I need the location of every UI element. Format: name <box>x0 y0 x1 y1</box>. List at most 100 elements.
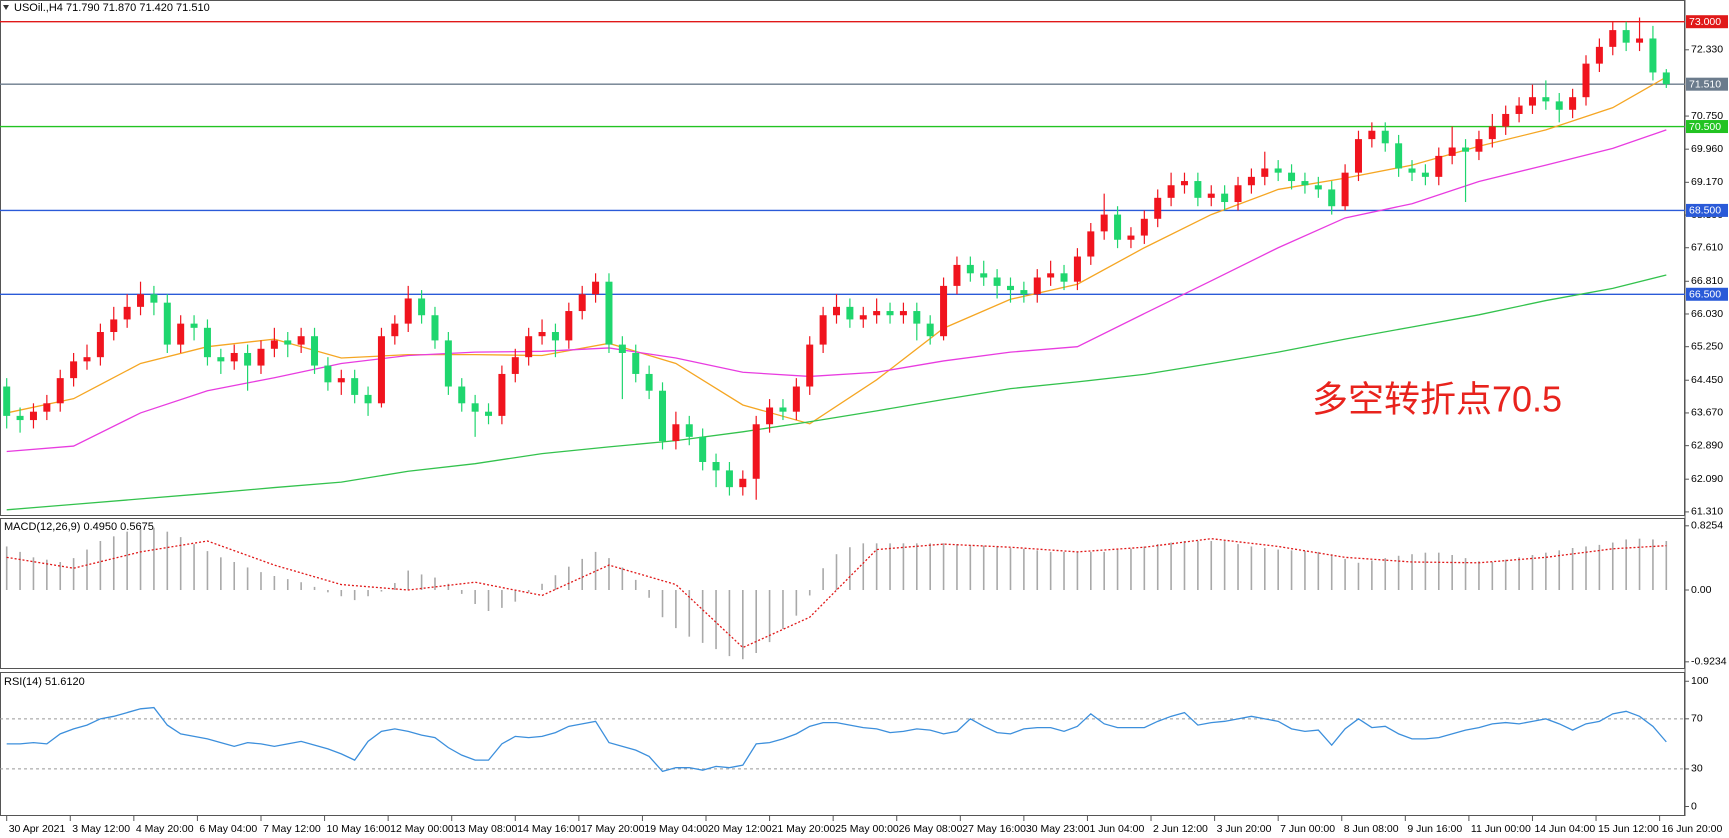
moving-average <box>6 274 1667 511</box>
candle-body <box>1609 30 1617 47</box>
y-tick-label: 61.310 <box>1691 506 1723 518</box>
candle-body <box>1354 139 1362 173</box>
candle-body <box>1033 277 1041 295</box>
candle-body <box>351 378 359 395</box>
candle-body <box>1381 130 1389 144</box>
candle-body <box>337 378 345 383</box>
candle-body <box>1582 63 1590 98</box>
x-tick-label: 1 Jun 04:00 <box>1089 823 1144 835</box>
candle-body <box>16 415 24 421</box>
candle-body <box>792 386 800 412</box>
candle-body <box>578 294 586 312</box>
candle-body <box>29 411 37 421</box>
candle-body <box>498 373 506 416</box>
candle-body <box>1261 168 1269 177</box>
candle-body <box>364 394 372 404</box>
candle-body <box>1087 231 1095 257</box>
candle-body <box>1154 197 1162 219</box>
candle-body <box>940 285 948 337</box>
x-tick-label: 17 May 20:00 <box>581 823 645 835</box>
x-tick-label: 30 Apr 2021 <box>9 823 66 835</box>
candle-body <box>444 340 452 387</box>
candle-body <box>404 298 412 324</box>
candle-body <box>163 302 171 345</box>
candle-body <box>83 357 91 362</box>
candle-body <box>137 294 145 307</box>
candle-body <box>819 315 827 345</box>
candle-body <box>1475 139 1483 152</box>
candle-body <box>1274 168 1282 173</box>
candle-body <box>712 462 720 471</box>
candle-body <box>846 306 854 320</box>
candle-body <box>833 306 840 316</box>
level-label: 66.500 <box>1689 289 1721 301</box>
y-tick-label: 64.450 <box>1691 374 1723 386</box>
candle-body <box>685 424 693 437</box>
y-tick-label: 69.960 <box>1691 143 1723 155</box>
annotation: 多空转折点70.5 <box>1312 379 1562 420</box>
candle-body <box>779 407 787 412</box>
candle-body <box>980 273 988 278</box>
candle-body <box>485 411 493 416</box>
x-tick-label: 2 Jun 12:00 <box>1153 823 1208 835</box>
candle-body <box>739 478 747 488</box>
candle-body <box>525 336 533 358</box>
x-tick-label: 21 May 20:00 <box>772 823 836 835</box>
level-label-box <box>1686 77 1728 91</box>
y-tick-label: 30 <box>1691 763 1703 775</box>
candle-body <box>1006 285 1014 291</box>
candle-body <box>418 298 426 316</box>
x-tick-label: 4 May 20:00 <box>136 823 194 835</box>
y-tick-label: 62.090 <box>1691 473 1723 485</box>
candle-body <box>284 340 292 345</box>
candle-body <box>1140 218 1148 236</box>
chart-header: USOil.,H4 71.790 71.870 71.420 71.510 <box>14 2 210 14</box>
candle-body <box>1167 185 1175 198</box>
candle-body <box>244 352 252 366</box>
x-tick-label: 14 Jun 04:00 <box>1534 823 1595 835</box>
candle-body <box>311 336 319 366</box>
level-label-box <box>1686 120 1728 134</box>
x-tick-label: 26 May 08:00 <box>899 823 963 835</box>
x-tick-label: 10 May 16:00 <box>327 823 391 835</box>
candle-body <box>659 390 667 442</box>
candle-body <box>1462 147 1470 152</box>
x-tick-label: 16 Jun 20:00 <box>1662 823 1723 835</box>
y-tick-label: 67.610 <box>1691 242 1723 254</box>
x-tick-label: 30 May 23:00 <box>1026 823 1090 835</box>
moving-average <box>6 76 1667 425</box>
candle-body <box>1060 273 1068 282</box>
candle-body <box>725 470 733 488</box>
candle-body <box>752 424 760 479</box>
candle-body <box>1234 185 1242 203</box>
candle-body <box>873 311 881 316</box>
candle-body <box>1622 30 1630 43</box>
candle-body <box>1408 168 1416 173</box>
macd-signal <box>6 538 1667 649</box>
candle-body <box>1288 172 1296 182</box>
candle-body <box>1100 214 1108 232</box>
candle-body <box>177 323 185 345</box>
candle-body <box>551 332 559 341</box>
candle-body <box>123 306 131 320</box>
candle-body <box>1221 193 1229 203</box>
rsi-panel-frame <box>0 672 1685 816</box>
y-tick-label: 63.670 <box>1691 407 1723 419</box>
candle-body <box>1448 147 1456 156</box>
x-tick-label: 25 May 00:00 <box>835 823 899 835</box>
y-tick-label: 69.170 <box>1691 176 1723 188</box>
candle-body <box>699 436 707 463</box>
candle-body <box>70 361 78 379</box>
candle-body <box>270 340 278 349</box>
y-tick-label: 0.8254 <box>1691 520 1723 532</box>
candle-body <box>1395 143 1403 169</box>
candle-body <box>966 264 974 274</box>
y-tick-label: 62.890 <box>1691 439 1723 451</box>
candle-body <box>1194 181 1202 198</box>
x-tick-label: 14 May 16:00 <box>517 823 581 835</box>
x-tick-label: 12 May 00:00 <box>390 823 454 835</box>
candle-body <box>324 365 332 383</box>
candle-body <box>926 323 934 337</box>
candle-body <box>632 352 640 374</box>
